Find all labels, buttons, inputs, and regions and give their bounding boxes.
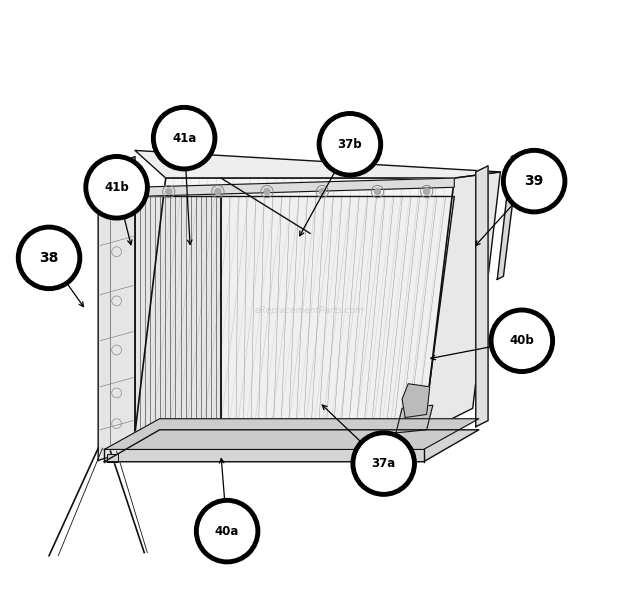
Circle shape	[89, 160, 144, 215]
Circle shape	[374, 188, 381, 195]
Bar	[107, 454, 118, 462]
Polygon shape	[221, 196, 454, 430]
Polygon shape	[104, 419, 479, 449]
Circle shape	[423, 188, 430, 195]
Circle shape	[84, 155, 149, 220]
Text: 37b: 37b	[338, 138, 362, 151]
Text: 41a: 41a	[172, 131, 197, 145]
Circle shape	[151, 106, 216, 171]
Polygon shape	[135, 178, 454, 196]
Circle shape	[317, 112, 383, 177]
Circle shape	[351, 431, 416, 496]
Circle shape	[489, 308, 554, 373]
Circle shape	[322, 117, 378, 172]
Text: 38: 38	[39, 251, 59, 265]
Text: 41b: 41b	[104, 181, 129, 194]
Text: 40a: 40a	[215, 524, 239, 538]
Polygon shape	[135, 178, 454, 433]
Polygon shape	[396, 405, 433, 433]
Polygon shape	[98, 157, 135, 460]
Polygon shape	[476, 166, 488, 427]
Text: eReplacementParts.com: eReplacementParts.com	[255, 306, 365, 314]
Circle shape	[22, 230, 77, 286]
Circle shape	[356, 436, 411, 491]
Polygon shape	[104, 430, 479, 462]
Bar	[107, 454, 118, 462]
Text: 39: 39	[525, 174, 544, 188]
Circle shape	[200, 503, 255, 559]
Text: 40b: 40b	[510, 334, 534, 348]
Circle shape	[166, 188, 172, 195]
Circle shape	[195, 499, 260, 564]
Circle shape	[215, 188, 221, 195]
Circle shape	[507, 154, 562, 209]
Polygon shape	[135, 150, 500, 178]
Circle shape	[17, 225, 82, 290]
Circle shape	[156, 111, 212, 166]
Circle shape	[502, 149, 567, 214]
Polygon shape	[135, 196, 221, 433]
Polygon shape	[497, 154, 519, 279]
Polygon shape	[402, 384, 430, 418]
Circle shape	[494, 313, 549, 368]
Circle shape	[319, 188, 326, 195]
Circle shape	[264, 188, 270, 195]
Polygon shape	[423, 172, 500, 433]
Text: 37a: 37a	[371, 457, 396, 470]
